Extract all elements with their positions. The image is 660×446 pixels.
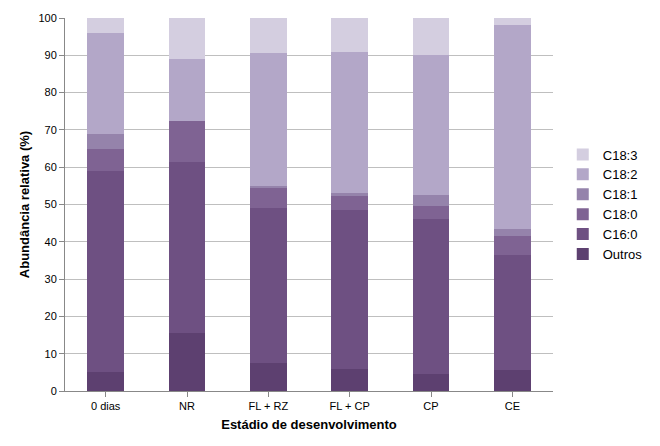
svg-text:Estádio de desenvolvimento: Estádio de desenvolvimento — [221, 417, 397, 432]
svg-text:NR: NR — [179, 400, 195, 412]
svg-text:90: 90 — [45, 49, 57, 61]
svg-text:FL + CP: FL + CP — [330, 400, 370, 412]
svg-text:70: 70 — [45, 124, 57, 136]
svg-text:Abundância relativa (%): Abundância relativa (%) — [17, 131, 32, 278]
svg-text:Outros: Outros — [603, 247, 643, 262]
svg-text:0: 0 — [51, 385, 57, 397]
svg-text:C18:1: C18:1 — [603, 187, 638, 202]
svg-text:CP: CP — [423, 400, 438, 412]
svg-text:10: 10 — [45, 348, 57, 360]
svg-text:30: 30 — [45, 273, 57, 285]
svg-text:C18:2: C18:2 — [603, 167, 638, 182]
svg-text:60: 60 — [45, 161, 57, 173]
svg-text:C18:0: C18:0 — [603, 207, 638, 222]
svg-text:0 dias: 0 dias — [91, 400, 121, 412]
svg-text:C16:0: C16:0 — [603, 227, 638, 242]
svg-text:40: 40 — [45, 236, 57, 248]
svg-text:20: 20 — [45, 310, 57, 322]
svg-text:100: 100 — [38, 12, 56, 24]
svg-text:CE: CE — [505, 400, 520, 412]
svg-text:50: 50 — [45, 198, 57, 210]
svg-text:80: 80 — [45, 86, 57, 98]
svg-text:FL + RZ: FL + RZ — [249, 400, 289, 412]
svg-text:C18:3: C18:3 — [603, 148, 638, 163]
